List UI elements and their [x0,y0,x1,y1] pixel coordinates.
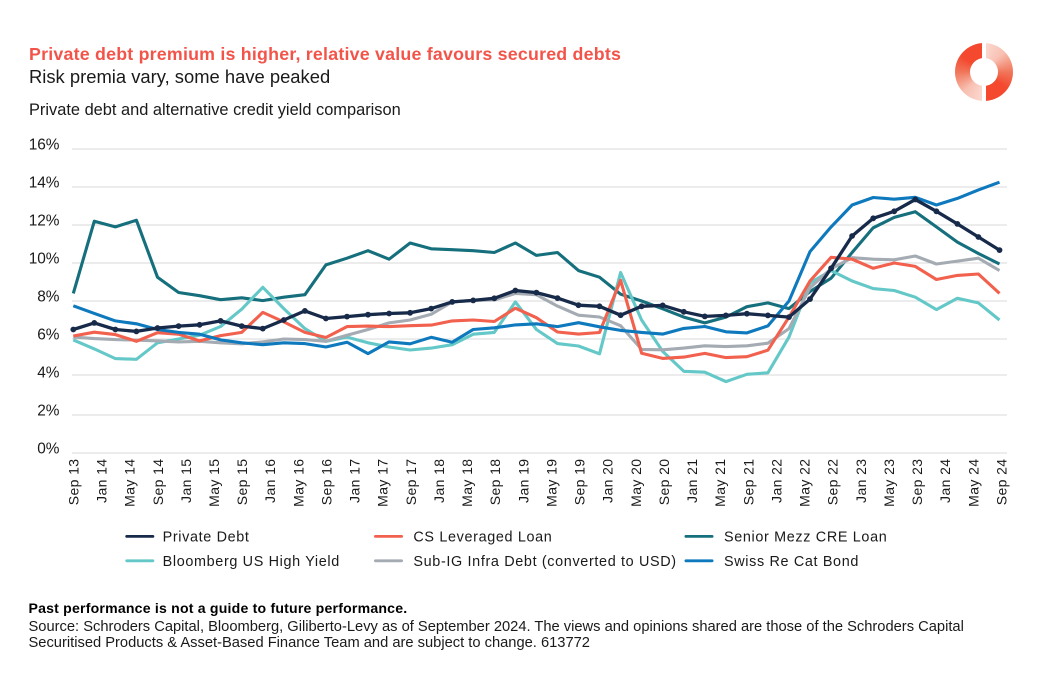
svg-text:Jan 19: Jan 19 [515,459,531,503]
svg-text:CS Leveraged Loan: CS Leveraged Loan [413,530,552,546]
svg-text:Sep 13: Sep 13 [65,459,81,506]
svg-text:Jan 24: Jan 24 [937,459,953,503]
svg-text:6%: 6% [37,327,60,344]
svg-text:16%: 16% [29,137,60,154]
svg-text:8%: 8% [37,289,60,306]
svg-text:Jan 16: Jan 16 [262,459,278,503]
svg-text:Sep 16: Sep 16 [319,459,335,506]
svg-text:May 15: May 15 [206,459,222,507]
svg-text:Swiss Re Cat Bond: Swiss Re Cat Bond [724,554,859,570]
svg-text:Jan 18: Jan 18 [431,459,447,503]
svg-text:Jan 23: Jan 23 [853,459,869,503]
svg-text:2%: 2% [37,403,60,420]
svg-text:Sep 15: Sep 15 [234,459,250,506]
svg-text:Jan 15: Jan 15 [178,459,194,503]
svg-text:Jan 14: Jan 14 [94,459,110,503]
svg-text:Sep 14: Sep 14 [150,459,166,506]
svg-text:Sep 20: Sep 20 [656,459,672,506]
svg-text:10%: 10% [29,251,60,268]
svg-text:Sep 21: Sep 21 [740,459,756,506]
svg-text:Sep 23: Sep 23 [909,459,925,506]
svg-text:May 23: May 23 [881,459,897,507]
svg-text:Sep 19: Sep 19 [572,459,588,506]
svg-text:Jan 17: Jan 17 [347,459,363,503]
svg-text:Sep 18: Sep 18 [487,459,503,506]
svg-text:Sep 24: Sep 24 [993,459,1009,506]
svg-text:May 24: May 24 [965,459,981,507]
svg-text:Bloomberg US High Yield: Bloomberg US High Yield [163,554,340,570]
svg-text:May 18: May 18 [459,458,475,506]
svg-text:Jan 20: Jan 20 [600,459,616,503]
svg-text:May 14: May 14 [122,459,138,507]
svg-text:Private Debt: Private Debt [163,530,250,546]
svg-text:May 17: May 17 [375,459,391,507]
svg-text:4%: 4% [37,365,60,382]
svg-text:May 21: May 21 [712,459,728,507]
svg-text:Jan 22: Jan 22 [768,459,784,503]
svg-text:Sep 22: Sep 22 [825,459,841,506]
svg-text:Sep 17: Sep 17 [403,459,419,506]
svg-text:0%: 0% [37,441,60,458]
svg-text:14%: 14% [29,175,60,192]
svg-text:Jan 21: Jan 21 [684,459,700,503]
svg-text:May 22: May 22 [797,459,813,507]
svg-text:Sub-IG Infra Debt (converted t: Sub-IG Infra Debt (converted to USD) [413,554,676,570]
svg-text:Senior Mezz CRE Loan: Senior Mezz CRE Loan [724,530,887,546]
svg-text:May 19: May 19 [544,459,560,507]
svg-text:12%: 12% [29,213,60,230]
svg-text:May 16: May 16 [290,459,306,507]
svg-text:May 20: May 20 [628,459,644,507]
